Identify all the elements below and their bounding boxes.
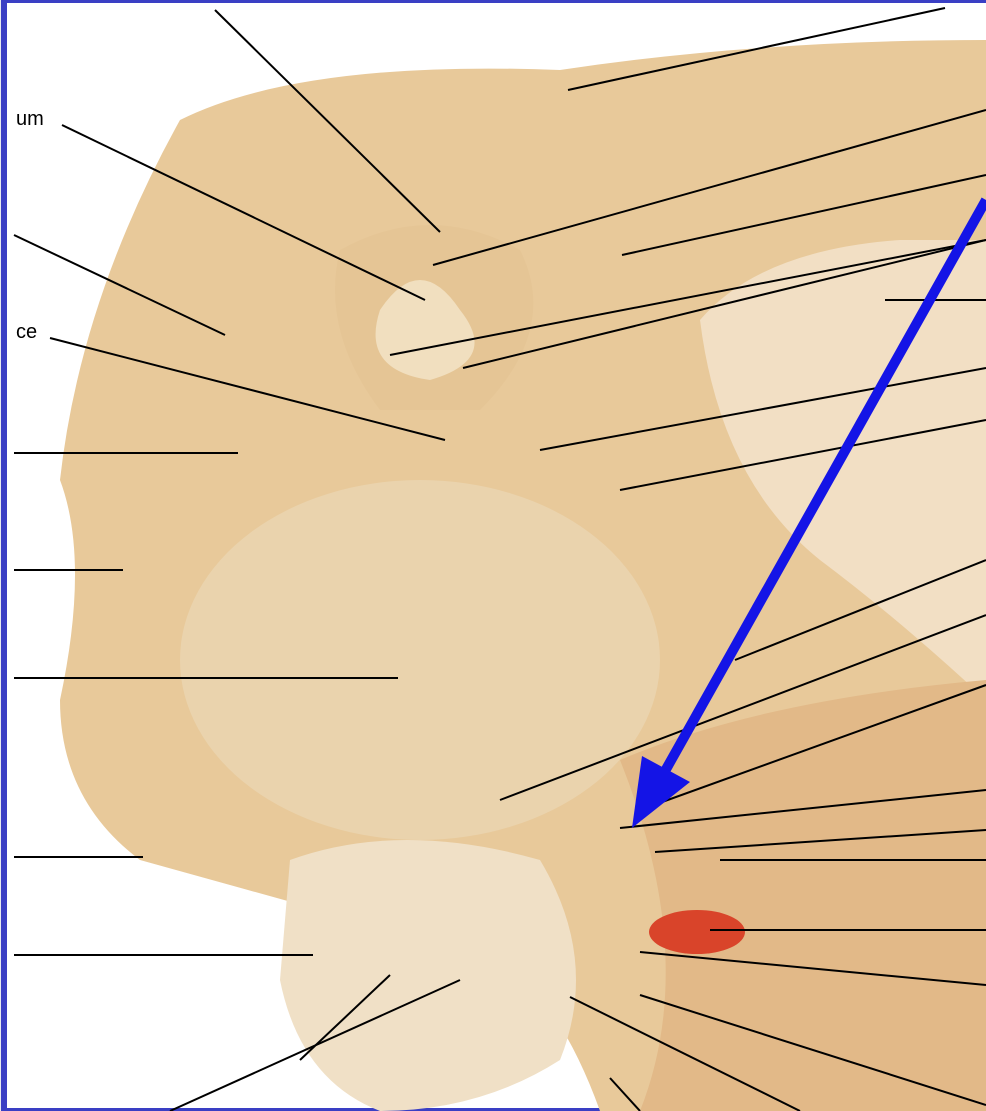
leader-line	[214, 9, 441, 233]
leader-line	[569, 996, 801, 1111]
leader-line	[734, 559, 986, 661]
pons	[180, 480, 660, 840]
leader-line	[654, 829, 986, 853]
mammillary	[375, 280, 475, 380]
leader-line	[639, 684, 986, 811]
cerebellum	[620, 680, 986, 1111]
illustration	[60, 40, 986, 1111]
leader-line	[299, 974, 391, 1061]
leader-line	[609, 1077, 641, 1111]
section	[700, 240, 986, 700]
leader-line	[639, 994, 986, 1106]
leader-line	[462, 239, 986, 369]
leader-line	[567, 7, 946, 91]
leader-line	[389, 239, 986, 356]
leader-lines	[13, 7, 986, 1111]
red-structure	[649, 910, 745, 954]
leader-line	[621, 174, 986, 256]
leader-line	[432, 109, 986, 266]
leader-line	[619, 789, 986, 829]
leader-line	[13, 234, 226, 336]
medulla	[280, 840, 576, 1111]
arrow-shaft	[655, 197, 986, 783]
label: ce	[16, 321, 37, 343]
leader-line	[499, 614, 986, 801]
pointer-arrow	[632, 197, 986, 828]
leader-line	[49, 337, 446, 441]
leader-line	[61, 124, 426, 301]
leader-line	[639, 951, 986, 986]
label: um	[16, 108, 44, 130]
arrow-head	[632, 756, 690, 828]
leader-line	[619, 419, 986, 491]
leader-line	[539, 367, 986, 451]
